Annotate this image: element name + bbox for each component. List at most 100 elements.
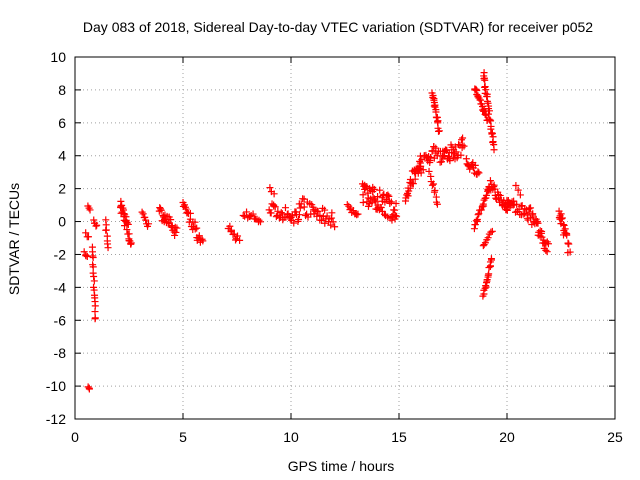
data-point — [392, 199, 400, 207]
data-point — [485, 264, 493, 272]
data-point — [198, 235, 206, 243]
data-point — [485, 270, 493, 278]
data-point — [472, 85, 480, 93]
data-point — [435, 127, 443, 135]
data-point — [446, 157, 454, 165]
data-point — [534, 219, 542, 227]
grid-lines — [75, 57, 615, 419]
data-point — [487, 228, 495, 236]
data-point — [125, 230, 133, 238]
data-point — [85, 385, 93, 393]
data-point — [123, 219, 131, 227]
data-point — [255, 216, 263, 224]
data-point — [270, 202, 278, 210]
data-point — [270, 190, 278, 198]
data-point — [527, 204, 535, 212]
data-point — [419, 166, 427, 174]
data-point — [249, 210, 257, 218]
data-point — [462, 155, 470, 163]
data-point — [343, 201, 351, 209]
data-point — [475, 210, 483, 218]
data-point — [485, 115, 493, 123]
data-point — [376, 186, 384, 194]
y-tick-label: -2 — [54, 246, 67, 262]
data-point — [227, 226, 235, 234]
data-point — [479, 200, 487, 208]
y-tick-label: -4 — [54, 279, 67, 295]
data-point — [104, 244, 112, 252]
data-point — [519, 210, 527, 218]
data-point — [167, 216, 175, 224]
data-point — [490, 146, 498, 154]
data-point — [471, 161, 479, 169]
data-point — [139, 210, 147, 218]
x-axis-label: GPS time / hours — [288, 458, 395, 474]
data-point — [477, 206, 485, 214]
data-point — [316, 211, 324, 219]
y-tick-label: 8 — [58, 82, 66, 98]
y-axis-label: SDTVAR / TECUs — [6, 183, 22, 295]
x-tick-label: 10 — [283, 429, 299, 445]
data-point — [294, 216, 302, 224]
data-point — [89, 263, 97, 271]
data-point — [489, 138, 497, 146]
data-point — [172, 228, 180, 236]
data-point — [90, 277, 98, 285]
data-point — [490, 181, 498, 189]
data-point — [82, 252, 90, 260]
data-point — [384, 191, 392, 199]
data-point — [377, 204, 385, 212]
data-point — [437, 158, 445, 166]
data-point — [296, 204, 304, 212]
data-point — [89, 253, 97, 261]
data-point — [387, 198, 395, 206]
data-point — [353, 211, 361, 219]
data-point — [428, 181, 436, 189]
data-point — [92, 222, 100, 230]
data-point — [391, 206, 399, 214]
data-point — [290, 219, 298, 227]
data-point — [156, 205, 164, 213]
data-point — [481, 239, 489, 247]
data-point — [271, 203, 279, 211]
data-point — [142, 216, 150, 224]
data-point — [182, 205, 190, 213]
data-point — [409, 180, 417, 188]
data-point — [479, 106, 487, 114]
data-point — [362, 184, 370, 192]
data-point — [482, 86, 490, 94]
data-point — [236, 236, 244, 244]
data-point — [328, 209, 336, 217]
data-point — [475, 169, 483, 177]
data-point — [370, 185, 378, 193]
data-point — [84, 233, 92, 241]
data-point — [191, 218, 199, 226]
data-point — [481, 76, 489, 84]
data-point — [411, 168, 419, 176]
chart-title: Day 083 of 2018, Sidereal Day-to-day VTE… — [83, 19, 593, 35]
data-point — [321, 219, 329, 227]
data-point — [186, 209, 194, 217]
y-tick-label: 10 — [50, 49, 66, 65]
data-point — [484, 234, 492, 242]
data-point — [460, 142, 468, 150]
data-point — [274, 207, 282, 215]
data-point — [428, 147, 436, 155]
data-point — [496, 191, 504, 199]
data-point — [321, 206, 329, 214]
data-point — [183, 208, 191, 216]
data-point — [458, 141, 466, 149]
data-point — [403, 191, 411, 199]
data-point — [226, 222, 234, 230]
data-point — [459, 134, 467, 142]
data-point — [171, 223, 179, 231]
data-point — [93, 221, 101, 229]
data-point — [354, 210, 362, 218]
data-point — [329, 218, 337, 226]
y-tick-label: -8 — [54, 345, 67, 361]
y-tick-label: 4 — [58, 148, 66, 164]
data-point — [257, 218, 265, 226]
data-point — [560, 221, 568, 229]
data-point — [82, 229, 90, 237]
